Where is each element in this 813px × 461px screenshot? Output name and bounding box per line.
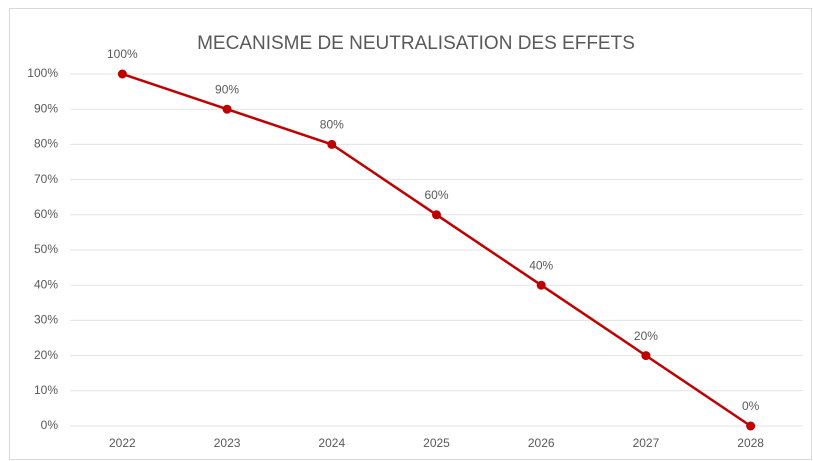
data-label: 0%: [742, 399, 760, 413]
y-tick-label: 40%: [34, 277, 58, 291]
point: [117, 69, 127, 79]
y-tick-label: 0%: [41, 418, 59, 432]
y-tick-label: 50%: [34, 242, 58, 256]
x-tick-label: 2023: [214, 436, 241, 450]
x-tick-label: 2022: [109, 436, 136, 450]
point: [746, 421, 756, 431]
x-tick-label: 2025: [423, 436, 450, 450]
chart-frame: [9, 8, 812, 460]
point: [432, 210, 441, 220]
x-tick-label: 2024: [318, 436, 345, 450]
data-label: 90%: [215, 82, 239, 96]
y-tick-label: 80%: [34, 137, 58, 151]
point: [222, 104, 232, 114]
point: [327, 139, 337, 149]
data-label: 20%: [634, 329, 658, 343]
y-tick-label: 60%: [34, 207, 58, 221]
y-tick-label: 100%: [27, 66, 58, 80]
y-tick-label: 30%: [34, 313, 58, 327]
point: [536, 280, 546, 290]
data-label: 100%: [107, 47, 138, 61]
y-tick-label: 90%: [34, 101, 58, 115]
y-tick-label: 20%: [34, 348, 58, 362]
x-tick-label: 2026: [528, 436, 555, 450]
y-tick-label: 70%: [34, 172, 58, 186]
data-label: 80%: [320, 118, 344, 132]
point: [641, 351, 651, 361]
x-tick-label: 2027: [633, 436, 660, 450]
data-label: 40%: [529, 258, 553, 272]
chart-title: MECANISME DE NEUTRALISATION DES EFFETS: [197, 33, 635, 54]
data-label: 60%: [424, 188, 448, 202]
x-tick-label: 2028: [737, 436, 764, 450]
y-tick-label: 10%: [34, 383, 58, 397]
